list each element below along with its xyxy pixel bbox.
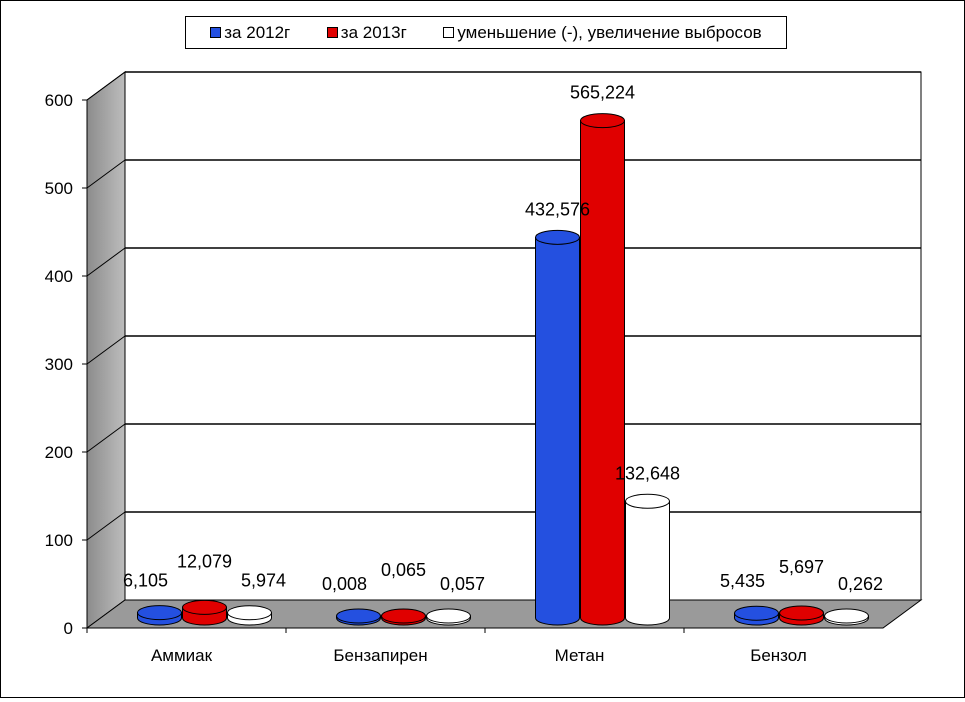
gridline-side — [86, 71, 126, 101]
ytick-label: 0 — [64, 619, 73, 638]
bar-0-2 — [227, 605, 272, 626]
data-label-2-2: 132,648 — [615, 463, 680, 483]
xtick-label-0: Аммиак — [151, 646, 213, 665]
legend-label-change: уменьшение (-), увеличение выбросов — [457, 22, 762, 42]
gridline-side — [86, 335, 126, 365]
data-label-0-0: 6,105 — [123, 571, 168, 591]
gridline-side — [86, 423, 126, 453]
bar-1-1 — [381, 608, 426, 626]
legend-item-change: уменьшение (-), увеличение выбросов — [443, 22, 762, 43]
data-label-0-2: 5,974 — [241, 571, 286, 591]
legend-label-2013: за 2013г — [340, 22, 407, 42]
legend-label-2012: за 2012г — [224, 22, 291, 42]
bar-3-1 — [779, 605, 824, 626]
bar-2-1 — [580, 113, 625, 626]
data-label-3-0: 5,435 — [720, 571, 765, 591]
bar-0-0 — [137, 605, 182, 626]
data-label-1-0: 0,008 — [322, 574, 367, 594]
bar-1-0 — [336, 608, 381, 626]
legend-item-2013: за 2013г — [326, 22, 407, 43]
legend-swatch-2012 — [210, 27, 222, 38]
gridline-side — [86, 247, 126, 277]
data-label-3-1: 5,697 — [779, 557, 824, 577]
xtick-label-2: Метан — [555, 646, 605, 665]
xtick-label-3: Бензол — [750, 646, 807, 665]
gridline-side — [86, 159, 126, 189]
legend-item-2012: за 2012г — [210, 23, 290, 43]
legend: за 2012г за 2013г уменьшение (-), увелич… — [185, 16, 787, 49]
ytick-label: 200 — [45, 443, 73, 462]
bar-2-0 — [535, 229, 580, 626]
ytick-label: 500 — [45, 179, 73, 198]
legend-swatch-2013 — [326, 27, 338, 38]
bar-3-0 — [734, 605, 779, 626]
ytick-label: 100 — [45, 531, 73, 550]
data-label-1-2: 0,057 — [440, 574, 485, 594]
xtick-label-1: Бензапирен — [333, 646, 427, 665]
data-label-0-1: 12,079 — [177, 551, 232, 571]
data-label-3-2: 0,262 — [838, 574, 883, 594]
data-label-1-1: 0,065 — [381, 560, 426, 580]
gridline-side — [86, 511, 126, 541]
ytick-label: 400 — [45, 267, 73, 286]
bar-1-2 — [426, 608, 471, 626]
bar-3-2 — [824, 608, 869, 626]
bar-0-1 — [182, 599, 227, 626]
bar-2-2 — [625, 493, 670, 626]
data-label-2-1: 565,224 — [570, 83, 635, 103]
ytick-label: 300 — [45, 355, 73, 374]
data-label-2-0: 432,576 — [525, 199, 590, 219]
ytick-label: 600 — [45, 91, 73, 110]
legend-swatch-change — [443, 27, 455, 38]
